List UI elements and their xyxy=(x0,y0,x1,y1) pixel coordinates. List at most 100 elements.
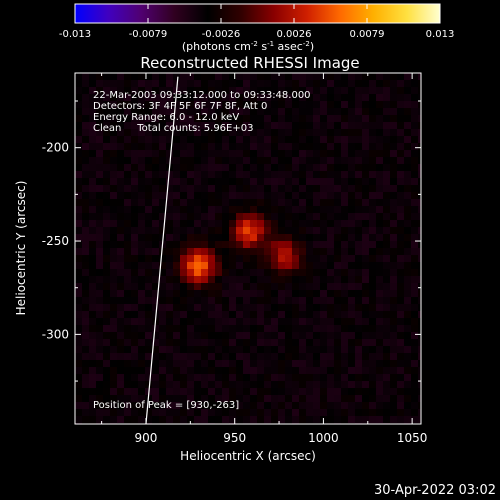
heatmap-pixel xyxy=(138,297,145,304)
heatmap-pixel xyxy=(180,87,187,94)
heatmap-pixel xyxy=(404,73,411,80)
heatmap-pixel xyxy=(271,416,278,423)
heatmap-pixel xyxy=(257,80,264,87)
heatmap-pixel xyxy=(404,157,411,164)
heatmap-pixel xyxy=(404,367,411,374)
heatmap-pixel xyxy=(229,94,236,101)
heatmap-pixel xyxy=(159,150,166,157)
heatmap-pixel xyxy=(320,311,327,318)
heatmap-pixel xyxy=(131,297,138,304)
heatmap-pixel xyxy=(82,262,89,269)
heatmap-pixel xyxy=(145,255,152,262)
heatmap-pixel xyxy=(418,262,421,269)
heatmap-pixel xyxy=(103,241,110,248)
heatmap-pixel xyxy=(264,339,271,346)
heatmap-pixel xyxy=(152,220,159,227)
heatmap-pixel xyxy=(201,101,208,108)
heatmap-pixel xyxy=(124,290,131,297)
heatmap-pixel xyxy=(131,255,138,262)
heatmap-pixel xyxy=(278,318,285,325)
heatmap-pixel xyxy=(278,367,285,374)
heatmap-pixel xyxy=(229,248,236,255)
heatmap-pixel xyxy=(180,255,187,262)
heatmap-pixel xyxy=(166,241,173,248)
heatmap-pixel xyxy=(110,227,117,234)
heatmap-pixel xyxy=(166,178,173,185)
heatmap-pixel xyxy=(355,325,362,332)
heatmap-pixel xyxy=(390,318,397,325)
heatmap-pixel xyxy=(152,101,159,108)
heatmap-pixel xyxy=(292,360,299,367)
heatmap-pixel xyxy=(404,318,411,325)
heatmap-pixel xyxy=(411,353,418,360)
heatmap-pixel xyxy=(124,416,131,423)
heatmap-pixel xyxy=(271,101,278,108)
heatmap-pixel xyxy=(257,178,264,185)
heatmap-pixel xyxy=(187,269,194,276)
heatmap-pixel xyxy=(236,122,243,129)
heatmap-pixel xyxy=(159,164,166,171)
heatmap-pixel xyxy=(96,269,103,276)
heatmap-pixel xyxy=(348,136,355,143)
heatmap-pixel xyxy=(215,87,222,94)
heatmap-pixel xyxy=(124,339,131,346)
heatmap-pixel xyxy=(117,150,124,157)
heatmap-pixel xyxy=(257,332,264,339)
y-axis-label: Heliocentric Y (arcsec) xyxy=(14,181,28,316)
heatmap-pixel xyxy=(264,87,271,94)
heatmap-pixel xyxy=(194,171,201,178)
heatmap-pixel xyxy=(236,402,243,409)
heatmap-pixel xyxy=(131,115,138,122)
heatmap-pixel xyxy=(215,360,222,367)
heatmap-pixel xyxy=(411,227,418,234)
heatmap-pixel xyxy=(404,346,411,353)
heatmap-pixel xyxy=(222,220,229,227)
heatmap-pixel xyxy=(299,381,306,388)
heatmap-pixel xyxy=(334,108,341,115)
heatmap-pixel xyxy=(201,381,208,388)
heatmap-pixel xyxy=(299,185,306,192)
heatmap-pixel xyxy=(222,227,229,234)
heatmap-pixel xyxy=(75,283,82,290)
heatmap-pixel xyxy=(243,241,250,248)
heatmap-pixel xyxy=(166,395,173,402)
heatmap-pixel xyxy=(334,325,341,332)
heatmap-pixel xyxy=(82,73,89,80)
heatmap-pixel xyxy=(313,241,320,248)
heatmap-pixel xyxy=(264,199,271,206)
heatmap-pixel xyxy=(348,171,355,178)
heatmap-pixel xyxy=(159,395,166,402)
heatmap-pixel xyxy=(229,269,236,276)
heatmap-pixel xyxy=(243,136,250,143)
heatmap-pixel xyxy=(145,73,152,80)
y-tick-label: -300 xyxy=(42,327,69,341)
heatmap-pixel xyxy=(138,129,145,136)
heatmap-pixel xyxy=(369,80,376,87)
heatmap-pixel xyxy=(397,290,404,297)
heatmap-pixel xyxy=(299,262,306,269)
heatmap-pixel xyxy=(369,276,376,283)
heatmap-pixel xyxy=(89,241,96,248)
heatmap-pixel xyxy=(348,87,355,94)
heatmap-pixel xyxy=(187,381,194,388)
heatmap-pixel xyxy=(299,332,306,339)
heatmap-pixel xyxy=(369,381,376,388)
heatmap-pixel xyxy=(243,325,250,332)
heatmap-pixel xyxy=(201,108,208,115)
heatmap-pixel xyxy=(173,108,180,115)
heatmap-pixel xyxy=(341,311,348,318)
heatmap-pixel xyxy=(250,220,257,227)
heatmap-pixel xyxy=(145,234,152,241)
heatmap-pixel xyxy=(152,325,159,332)
heatmap-pixel xyxy=(159,367,166,374)
heatmap-pixel xyxy=(110,346,117,353)
heatmap-pixel xyxy=(285,213,292,220)
heatmap-pixel xyxy=(348,241,355,248)
heatmap-pixel xyxy=(187,143,194,150)
heatmap-pixel xyxy=(250,171,257,178)
heatmap-pixel xyxy=(299,94,306,101)
heatmap-pixel xyxy=(117,367,124,374)
heatmap-pixel xyxy=(334,94,341,101)
heatmap-pixel xyxy=(334,122,341,129)
heatmap-pixel xyxy=(362,262,369,269)
